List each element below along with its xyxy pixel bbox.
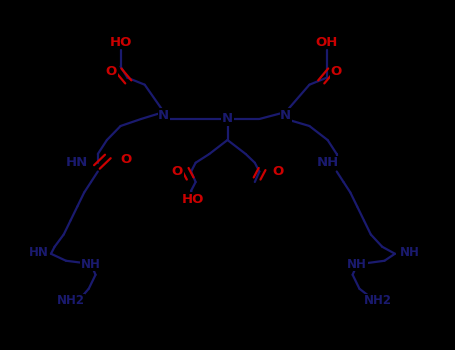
- Text: NH: NH: [317, 156, 339, 169]
- Text: HN: HN: [66, 156, 87, 169]
- Text: HO: HO: [109, 35, 132, 49]
- Text: O: O: [330, 65, 341, 78]
- Text: NH2: NH2: [364, 294, 392, 308]
- Text: HO: HO: [182, 193, 205, 206]
- Text: OH: OH: [315, 35, 338, 49]
- Text: HN: HN: [29, 245, 49, 259]
- Text: N: N: [280, 109, 291, 122]
- Text: NH: NH: [81, 258, 101, 271]
- Text: NH: NH: [399, 245, 420, 259]
- Text: O: O: [272, 165, 283, 178]
- Text: N: N: [222, 112, 233, 126]
- Text: NH: NH: [347, 258, 367, 271]
- Text: O: O: [172, 165, 183, 178]
- Text: N: N: [158, 109, 169, 122]
- Text: O: O: [121, 153, 132, 166]
- Text: O: O: [106, 65, 117, 78]
- Text: NH2: NH2: [56, 294, 85, 308]
